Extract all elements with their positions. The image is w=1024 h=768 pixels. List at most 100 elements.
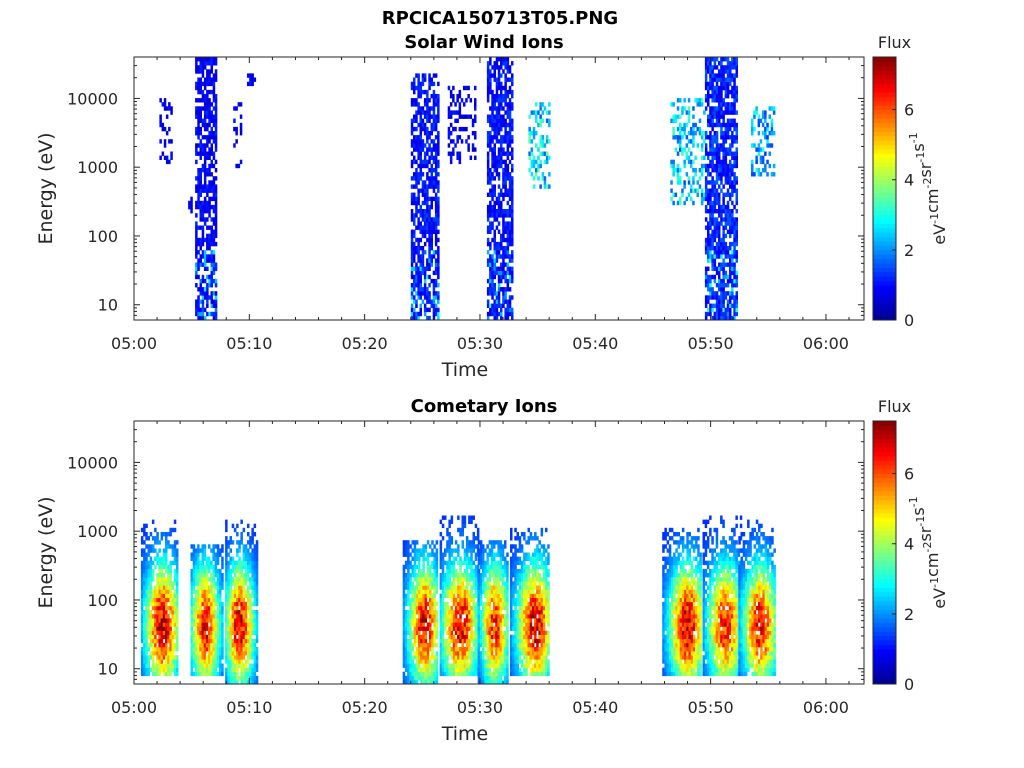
solar-wind-burst-8-cell bbox=[541, 110, 545, 115]
solar-wind-burst-2-cell bbox=[208, 98, 211, 103]
solar-wind-burst-10-cell bbox=[707, 274, 710, 280]
solar-wind-burst-7-cell bbox=[502, 225, 505, 230]
solar-wind-burst-10-cell bbox=[704, 81, 708, 87]
cometary-ions-burst-2-cell bbox=[244, 568, 248, 574]
cometary-ions-burst-4-cell bbox=[444, 585, 447, 590]
cometary-ions-burst-0-cell bbox=[145, 626, 148, 631]
solar-wind-burst-7-cell bbox=[486, 180, 490, 185]
solar-wind-burst-2-cell bbox=[210, 258, 213, 263]
cometary-ions-burst-3-cell bbox=[404, 601, 408, 607]
solar-wind-burst-2-cell bbox=[197, 57, 200, 62]
solar-wind-burst-2-cell bbox=[197, 77, 200, 82]
solar-wind-burst-2-cell bbox=[212, 299, 216, 304]
solar-wind-burst-5-cell bbox=[417, 180, 420, 185]
solar-wind-burst-10-cell bbox=[718, 303, 721, 308]
solar-wind-burst-7-cell bbox=[493, 237, 496, 243]
solar-wind-burst-9-cell bbox=[687, 131, 691, 136]
cometary-ions-burst-0-cell bbox=[154, 601, 157, 607]
solar-wind-burst-10-cell bbox=[735, 98, 738, 103]
solar-wind-burst-9-cell bbox=[681, 135, 684, 140]
solar-wind-burst-2-cell bbox=[210, 65, 213, 70]
cometary-ions-burst-3-cell bbox=[420, 605, 423, 611]
solar-wind-burst-3-cell bbox=[233, 126, 236, 132]
solar-wind-burst-5-cell bbox=[410, 102, 414, 107]
cometary-ions-burst-2-cell bbox=[240, 622, 243, 627]
solar-wind-burst-10-cell bbox=[731, 163, 734, 169]
cometary-ions-burst-3-cell bbox=[431, 618, 434, 623]
solar-wind-burst-10-cell bbox=[722, 163, 725, 169]
solar-wind-burst-10-cell bbox=[715, 163, 719, 169]
cometary-ions-burst-1-cell bbox=[197, 568, 200, 574]
cometary-ions-burst-0-cell bbox=[158, 630, 161, 635]
solar-wind-burst-5-cell bbox=[437, 131, 440, 136]
solar-wind-burst-7-cell bbox=[504, 65, 507, 70]
solar-wind-burst-6-cell bbox=[469, 114, 473, 119]
cometary-ions-burst-0-cell bbox=[145, 577, 148, 582]
solar-wind-colorbar-segment bbox=[873, 219, 896, 224]
solar-wind-burst-10-cell bbox=[733, 237, 736, 243]
solar-wind-burst-7-cell bbox=[508, 122, 512, 128]
solar-wind-burst-2-cell bbox=[206, 274, 209, 280]
cometary-ions-burst-0-cell bbox=[167, 564, 170, 570]
cometary-ions-burst-3-cell bbox=[402, 638, 406, 644]
solar-wind-burst-2-cell bbox=[210, 172, 213, 177]
cometary-ions-burst-3-cell bbox=[407, 585, 410, 590]
solar-wind-burst-10-cell bbox=[733, 159, 736, 165]
solar-wind-burst-11-cell bbox=[764, 118, 767, 123]
solar-wind-burst-9-cell bbox=[672, 131, 675, 136]
cometary-ions-burst-1-cell bbox=[190, 630, 193, 635]
cometary-ions-burst-2-cell bbox=[251, 679, 254, 685]
solar-wind-burst-10-cell bbox=[729, 184, 732, 189]
solar-wind-burst-5-cell bbox=[413, 307, 416, 313]
cometary-ions-burst-1-cell bbox=[194, 593, 198, 598]
cometary-ions-burst-0-cell bbox=[143, 663, 146, 668]
solar-wind-burst-10-cell bbox=[731, 118, 734, 123]
solar-wind-burst-10-cell bbox=[704, 295, 708, 300]
cometary-ions-burst-0-cell bbox=[173, 589, 177, 594]
cometary-ions-burst-4-cell bbox=[439, 573, 443, 578]
solar-wind-burst-10-cell bbox=[704, 241, 708, 247]
solar-wind-burst-10-cell bbox=[718, 237, 721, 243]
solar-wind-burst-5-cell bbox=[410, 233, 414, 239]
solar-wind-burst-10-cell bbox=[704, 98, 708, 103]
solar-wind-burst-10-cell bbox=[720, 221, 723, 226]
solar-wind-burst-2-cell bbox=[208, 237, 211, 243]
solar-wind-burst-7-cell bbox=[489, 221, 492, 226]
cometary-ions-burst-1-cell bbox=[221, 630, 224, 635]
cometary-ions-burst-2-cell bbox=[253, 532, 257, 537]
cometary-ions-burst-3-cell bbox=[424, 679, 428, 685]
solar-wind-burst-0-cell bbox=[163, 102, 167, 107]
cometary-ions-burst-3-cell bbox=[402, 647, 406, 652]
cometary-ions-burst-0-cell bbox=[151, 593, 155, 598]
cometary-ions-burst-3-cell bbox=[409, 663, 412, 668]
cometary-ions-burst-3-cell bbox=[418, 581, 421, 586]
solar-wind-burst-7-cell bbox=[511, 250, 514, 255]
solar-wind-burst-5-cell bbox=[410, 258, 414, 263]
solar-wind-burst-10-cell bbox=[718, 274, 721, 280]
solar-wind-burst-1-cell bbox=[188, 200, 191, 206]
solar-wind-burst-9-cell bbox=[679, 196, 682, 202]
cometary-ions-burst-1-cell bbox=[199, 655, 202, 660]
solar-wind-burst-5-cell bbox=[432, 102, 436, 107]
solar-wind-burst-10-cell bbox=[715, 241, 719, 247]
cometary-ions-burst-0-cell bbox=[173, 601, 177, 607]
cometary-ions-burst-3-cell bbox=[426, 642, 430, 648]
solar-wind-burst-2-cell bbox=[212, 81, 216, 87]
solar-wind-burst-2-cell bbox=[210, 241, 213, 247]
cometary-ions-burst-2-cell bbox=[231, 659, 235, 664]
cometary-ions-burst-3-cell bbox=[429, 552, 432, 557]
solar-wind-burst-5-cell bbox=[415, 266, 418, 271]
solar-wind-burst-10-cell bbox=[726, 299, 730, 304]
cometary-ions-burst-3-cell bbox=[413, 540, 417, 545]
cometary-ions-burst-0-cell bbox=[169, 642, 172, 648]
solar-wind-burst-2-cell bbox=[197, 69, 200, 74]
solar-wind-burst-10-cell bbox=[709, 303, 712, 308]
solar-wind-burst-7-cell bbox=[491, 106, 494, 111]
cometary-ions-burst-1-cell bbox=[216, 655, 220, 660]
cometary-ions-burst-1-cell bbox=[212, 667, 215, 672]
cometary-ions-burst-0-cell bbox=[167, 605, 170, 611]
solar-wind-burst-8-cell bbox=[530, 147, 534, 152]
solar-wind-burst-7-cell bbox=[500, 89, 503, 95]
cometary-ions-burst-3-cell bbox=[433, 568, 436, 574]
cometary-ions-burst-0-cell bbox=[147, 597, 150, 603]
